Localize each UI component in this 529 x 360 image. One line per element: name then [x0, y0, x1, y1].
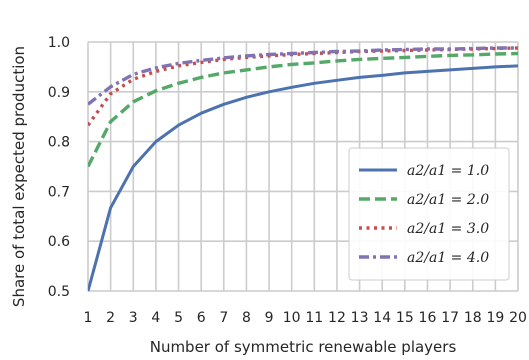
x-axis-ticks: 1 2 3 4 5 6 7 8 9 10 11 12 13 14 15 16 17 18 19 20: [84, 310, 527, 326]
legend: a2/a1 = 1.0 a2/a1 = 2.0 a2/a1 = 3.0 a2/a1 =…: [348, 147, 510, 281]
y-tick-label: 0.8: [48, 135, 70, 151]
y-tick-label: 0.7: [48, 184, 70, 200]
x-tick-label: 14: [373, 310, 391, 326]
x-tick-label: 10: [283, 310, 301, 326]
x-tick-label: 8: [242, 310, 251, 326]
y-axis-ticks: 0.5 0.6 0.7 0.8 0.9 1.0: [48, 35, 70, 300]
series-line-1: [88, 64, 518, 292]
legend-label: a2/a1 = 2.0: [407, 192, 489, 208]
x-tick-label: 19: [486, 310, 504, 326]
x-tick-label: 13: [351, 310, 369, 326]
y-tick-label: 0.5: [48, 284, 70, 300]
y-tick-label: 0.6: [48, 234, 70, 250]
x-tick-label: 6: [197, 310, 206, 326]
series-lines: [88, 46, 518, 292]
y-tick-label: 0.9: [48, 85, 70, 101]
x-tick-label: 9: [265, 310, 274, 326]
series-line-4: [88, 46, 518, 106]
x-tick-label: 7: [219, 310, 228, 326]
x-tick-label: 2: [106, 310, 115, 326]
x-tick-label: 11: [305, 310, 323, 326]
legend-label: a2/a1 = 1.0: [407, 163, 489, 179]
x-tick-label: 16: [419, 310, 437, 326]
legend-label: a2/a1 = 4.0: [407, 250, 489, 266]
x-tick-label: 4: [151, 310, 160, 326]
legend-frame: [348, 147, 510, 281]
y-tick-label: 1.0: [48, 35, 70, 51]
x-tick-label: 12: [328, 310, 346, 326]
x-tick-label: 17: [441, 310, 459, 326]
y-axis-label: Share of total expected production: [10, 46, 28, 307]
x-tick-label: 3: [129, 310, 138, 326]
legend-label: a2/a1 = 3.0: [407, 221, 489, 237]
x-tick-label: 5: [174, 310, 183, 326]
x-tick-label: 15: [396, 310, 414, 326]
x-axis-label: Number of symmetric renewable players: [150, 338, 457, 356]
x-tick-label: 18: [464, 310, 482, 326]
x-tick-label: 20: [509, 310, 527, 326]
x-tick-label: 1: [84, 310, 93, 326]
